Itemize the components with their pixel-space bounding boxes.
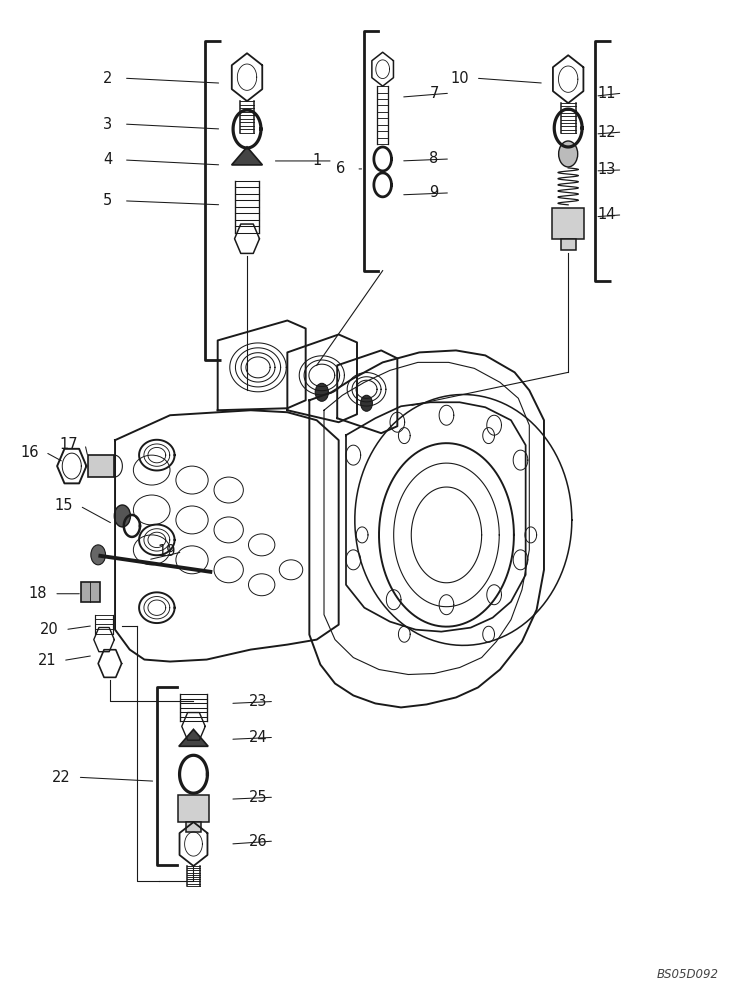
Text: 5: 5 xyxy=(103,193,113,208)
Circle shape xyxy=(91,545,105,565)
Text: 18: 18 xyxy=(29,586,47,601)
Ellipse shape xyxy=(214,477,244,503)
Bar xyxy=(561,239,576,250)
Text: 14: 14 xyxy=(597,207,615,222)
Text: 4: 4 xyxy=(103,152,113,167)
Text: 25: 25 xyxy=(249,790,267,805)
Ellipse shape xyxy=(249,574,275,596)
Ellipse shape xyxy=(249,534,275,556)
Text: 22: 22 xyxy=(52,770,71,785)
Text: 16: 16 xyxy=(20,445,38,460)
Text: 1: 1 xyxy=(312,153,322,168)
Ellipse shape xyxy=(214,557,244,583)
Text: 6: 6 xyxy=(336,161,344,176)
Ellipse shape xyxy=(176,466,208,494)
Text: 17: 17 xyxy=(60,437,78,452)
Bar xyxy=(80,582,99,602)
Text: 23: 23 xyxy=(249,694,267,709)
Bar xyxy=(186,822,201,832)
Polygon shape xyxy=(232,147,263,165)
Polygon shape xyxy=(179,729,208,746)
Text: 3: 3 xyxy=(103,117,113,132)
Text: 12: 12 xyxy=(597,125,615,140)
Ellipse shape xyxy=(214,517,244,543)
Ellipse shape xyxy=(176,506,208,534)
Ellipse shape xyxy=(176,546,208,574)
Text: 8: 8 xyxy=(429,151,439,166)
Text: 2: 2 xyxy=(103,71,113,86)
Ellipse shape xyxy=(133,495,170,525)
Text: 10: 10 xyxy=(450,71,469,86)
Circle shape xyxy=(559,141,578,167)
Text: 26: 26 xyxy=(249,834,267,849)
Bar xyxy=(552,208,584,239)
Text: 24: 24 xyxy=(249,730,267,745)
Ellipse shape xyxy=(133,535,170,565)
Text: 19: 19 xyxy=(157,544,176,559)
Text: 13: 13 xyxy=(597,162,615,177)
Text: BS05D092: BS05D092 xyxy=(657,968,718,981)
Text: 21: 21 xyxy=(38,653,56,668)
Circle shape xyxy=(315,383,328,401)
Text: 11: 11 xyxy=(597,86,615,101)
Bar xyxy=(88,455,114,477)
Text: 9: 9 xyxy=(429,185,439,200)
Circle shape xyxy=(361,395,372,411)
Text: 20: 20 xyxy=(40,622,58,637)
Text: 15: 15 xyxy=(54,498,73,513)
Bar xyxy=(178,795,209,822)
Ellipse shape xyxy=(279,560,302,580)
Ellipse shape xyxy=(133,455,170,485)
Circle shape xyxy=(114,505,130,527)
Text: 7: 7 xyxy=(429,86,439,101)
